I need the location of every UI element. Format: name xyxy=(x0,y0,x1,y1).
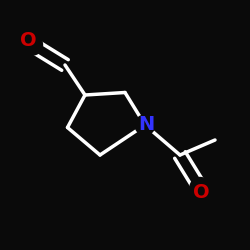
Text: N: N xyxy=(138,116,154,134)
Text: O: O xyxy=(193,183,210,202)
Circle shape xyxy=(190,178,210,198)
Text: O: O xyxy=(20,30,37,50)
Circle shape xyxy=(135,115,155,135)
Circle shape xyxy=(22,35,42,55)
